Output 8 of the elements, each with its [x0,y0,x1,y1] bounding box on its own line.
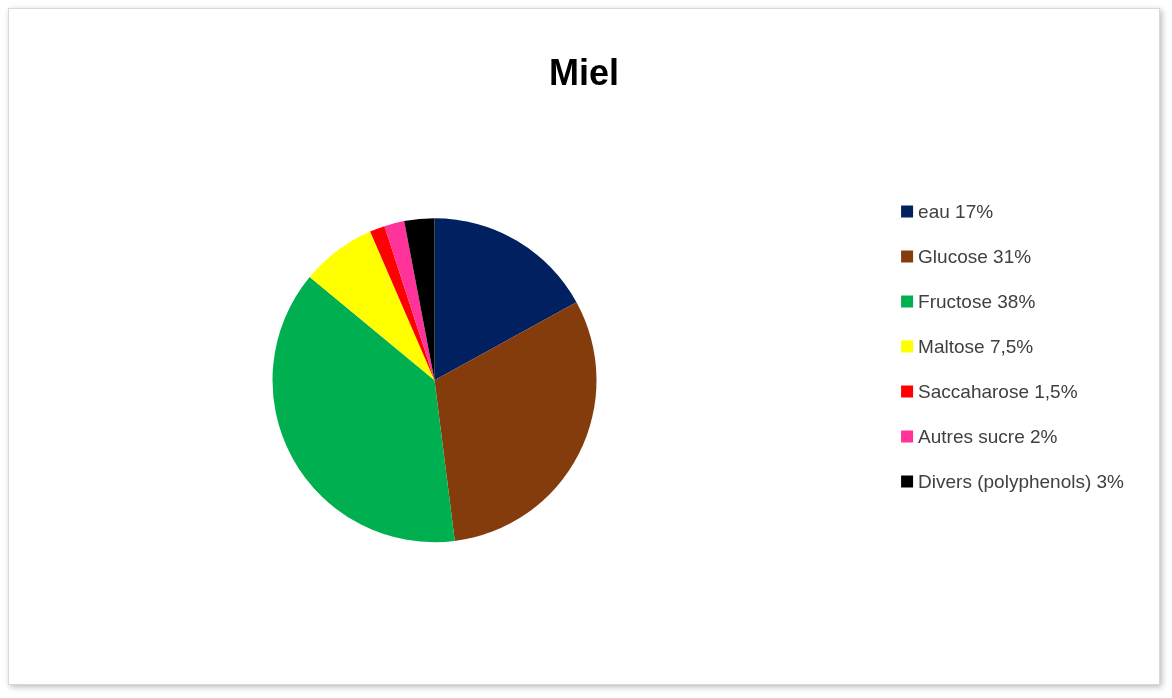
legend-label: Divers (polyphenols) 3% [918,471,1125,492]
chart-title: Miel [548,51,620,93]
legend-label: Glucose 31% [918,246,1032,267]
legend-label: Fructose 38% [918,291,1036,312]
legend-label: Autres sucre 2% [918,426,1058,447]
legend-label: Maltose 7,5% [918,336,1034,357]
legend-label: Saccaharose 1,5% [918,381,1078,402]
legend-label: eau 17% [918,201,994,222]
